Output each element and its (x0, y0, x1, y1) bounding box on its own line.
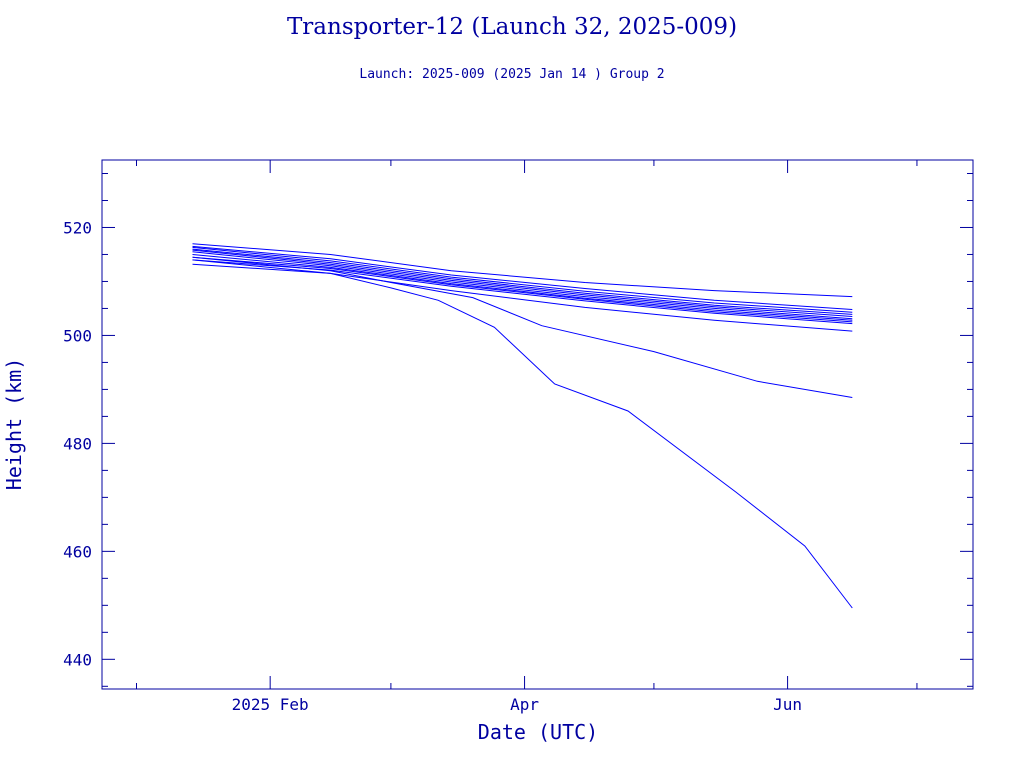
x-tick-label: Jun (773, 695, 802, 714)
series-line (192, 259, 853, 609)
x-tick-label: Apr (510, 695, 539, 714)
y-tick-label: 500 (63, 326, 92, 345)
x-tick-label: 2025 Feb (232, 695, 309, 714)
series-line (192, 249, 853, 317)
y-axis-label: Height (km) (2, 358, 26, 490)
chart-title: Transporter-12 (Launch 32, 2025-009) (286, 14, 738, 40)
series-line (192, 243, 853, 298)
series-layer (192, 243, 853, 609)
series-line (192, 248, 853, 315)
plot-frame (101, 159, 974, 690)
series-line (192, 254, 853, 321)
y-tick-label: 480 (63, 434, 92, 453)
series-line (192, 245, 853, 310)
series-line (192, 263, 853, 332)
y-tick-label: 460 (63, 542, 92, 561)
series-line (192, 256, 853, 323)
series-line (192, 251, 853, 320)
series-line (192, 246, 853, 313)
series-line (192, 256, 853, 398)
y-tick-label: 520 (63, 218, 92, 237)
axis-layer: 440 460 480 500 520 2025 Feb Apr Jun (63, 160, 973, 714)
y-tick-label: 440 (63, 650, 92, 669)
x-axis-label: Date (UTC) (478, 720, 598, 744)
chart-subtitle: Launch: 2025-009 (2025 Jan 14 ) Group 2 (359, 67, 665, 82)
